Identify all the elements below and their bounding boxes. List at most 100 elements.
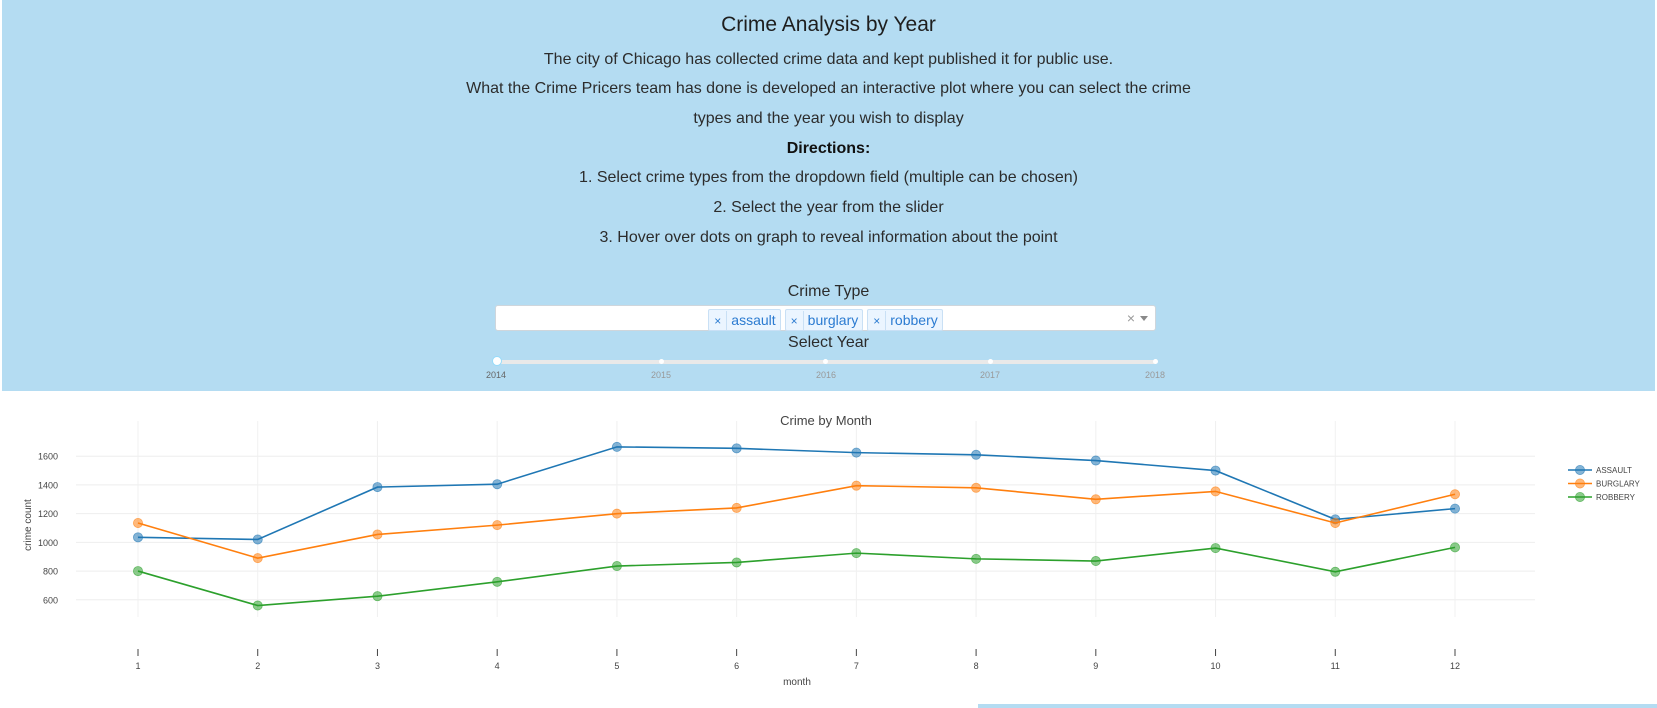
x-tick-label: 3 (375, 661, 380, 671)
chip-robbery: × robbery (867, 309, 943, 331)
data-point-assault[interactable] (1210, 465, 1221, 476)
slider-mark-2015[interactable]: 2015 (650, 370, 672, 380)
legend: ASSAULT BURGLARY ROBBERY (1568, 465, 1641, 503)
y-tick-label: 1400 (38, 480, 58, 490)
y-tick-label: 1600 (38, 452, 58, 462)
data-point-robbery[interactable] (1090, 556, 1101, 567)
legend-marker-burglary (1575, 478, 1586, 489)
data-point-robbery[interactable] (1330, 566, 1341, 577)
data-point-assault[interactable] (372, 482, 383, 493)
slider-dot-2018[interactable] (1153, 359, 1158, 364)
series-line-robbery (137, 546, 1456, 607)
data-point-robbery[interactable] (851, 548, 862, 559)
legend-item-assault[interactable]: ASSAULT (1568, 465, 1632, 476)
y-tick-label: 600 (43, 595, 58, 605)
data-point-assault[interactable] (492, 479, 503, 490)
intro-line-3: types and the year you wish to display (693, 110, 964, 127)
slider-mark-2014[interactable]: 2014 (485, 370, 507, 380)
data-point-burglary[interactable] (971, 482, 982, 493)
x-tick-label: 2 (255, 661, 260, 671)
x-tick-label: 5 (614, 661, 619, 671)
data-point-robbery[interactable] (611, 561, 622, 572)
data-point-burglary[interactable] (1450, 489, 1461, 500)
data-point-assault[interactable] (851, 447, 862, 458)
series-line-burglary (137, 484, 1456, 559)
x-tick-label: 9 (1093, 661, 1098, 671)
select-year-label: Select Year (788, 334, 869, 351)
data-point-burglary[interactable] (611, 508, 622, 519)
data-point-robbery[interactable] (372, 591, 383, 602)
data-point-robbery[interactable] (1210, 543, 1221, 554)
data-point-robbery[interactable] (971, 553, 982, 564)
data-point-burglary[interactable] (731, 502, 742, 513)
direction-1: 1. Select crime types from the dropdown … (579, 169, 1078, 186)
series (132, 441, 1461, 611)
chevron-down-icon[interactable] (1140, 316, 1148, 321)
direction-3: 3. Hover over dots on graph to reveal in… (599, 229, 1058, 246)
year-slider-handle[interactable] (492, 356, 502, 366)
data-point-assault[interactable] (252, 534, 263, 545)
x-tick-label: 7 (854, 661, 859, 671)
x-tick-label: 10 (1211, 661, 1221, 671)
data-point-assault[interactable] (1090, 455, 1101, 466)
data-point-burglary[interactable] (1330, 517, 1341, 528)
chip-assault-label: assault (731, 312, 776, 328)
chip-burglary: × burglary (784, 309, 864, 331)
legend-label-burglary: BURGLARY (1596, 480, 1641, 489)
data-point-assault[interactable] (611, 441, 622, 452)
remove-robbery-icon[interactable]: × (868, 311, 887, 331)
x-tick-label: 12 (1450, 661, 1460, 671)
x-tick-label: 6 (734, 661, 739, 671)
legend-label-assault: ASSAULT (1596, 466, 1632, 475)
data-point-burglary[interactable] (372, 529, 383, 540)
intro-line-2: What the Crime Pricers team has done is … (466, 80, 1191, 97)
data-point-robbery[interactable] (731, 557, 742, 568)
series-line-assault (137, 446, 1456, 541)
y-axis-title: crime count (23, 499, 34, 551)
legend-marker-robbery (1575, 492, 1586, 503)
legend-item-burglary[interactable]: BURGLARY (1568, 478, 1641, 489)
crime-type-dropdown[interactable]: × assault × burglary × robbery × (495, 305, 1156, 331)
x-axis-ticks: 1 2 3 4 5 6 7 8 9 10 11 12 (135, 649, 1460, 671)
legend-label-robbery: ROBBERY (1596, 493, 1636, 502)
chip-burglary-label: burglary (807, 312, 859, 328)
slider-dot-2015[interactable] (659, 359, 664, 364)
directions-heading: Directions: (786, 140, 871, 157)
slider-mark-2018[interactable]: 2018 (1144, 370, 1166, 380)
slider-dot-2017[interactable] (988, 359, 993, 364)
crime-type-label: Crime Type (787, 283, 870, 300)
data-point-burglary[interactable] (132, 517, 143, 528)
y-tick-label: 1200 (38, 509, 58, 519)
slider-mark-2016[interactable]: 2016 (815, 370, 837, 380)
data-point-robbery[interactable] (492, 576, 503, 587)
y-tick-label: 800 (43, 567, 58, 577)
data-point-burglary[interactable] (1090, 494, 1101, 505)
x-axis-title: month (783, 677, 811, 688)
data-point-burglary[interactable] (492, 520, 503, 531)
x-tick-label: 11 (1331, 661, 1340, 671)
slider-dot-2016[interactable] (823, 359, 828, 364)
remove-burglary-icon[interactable]: × (786, 311, 804, 331)
data-point-robbery[interactable] (1450, 542, 1461, 553)
chip-assault: × assault (708, 309, 781, 331)
data-point-robbery[interactable] (132, 566, 143, 577)
data-point-assault[interactable] (971, 449, 982, 460)
data-point-assault[interactable] (1450, 503, 1461, 514)
remove-assault-icon[interactable]: × (709, 311, 728, 331)
direction-2: 2. Select the year from the slider (713, 199, 944, 216)
chip-robbery-label: robbery (890, 312, 938, 328)
legend-item-robbery[interactable]: ROBBERY (1568, 492, 1636, 503)
y-axis-ticks: 600 800 1000 1200 1400 1600 (38, 452, 58, 606)
data-point-assault[interactable] (132, 532, 143, 543)
clear-all-icon[interactable]: × (1126, 310, 1135, 326)
data-point-burglary[interactable] (1210, 486, 1221, 497)
legend-marker-assault (1575, 465, 1586, 476)
data-point-robbery[interactable] (252, 600, 263, 611)
x-tick-label: 8 (974, 661, 979, 671)
data-point-burglary[interactable] (252, 553, 263, 564)
y-tick-label: 1000 (38, 538, 58, 548)
slider-mark-2017[interactable]: 2017 (979, 370, 1001, 380)
data-point-burglary[interactable] (851, 480, 862, 491)
data-point-assault[interactable] (731, 443, 742, 454)
